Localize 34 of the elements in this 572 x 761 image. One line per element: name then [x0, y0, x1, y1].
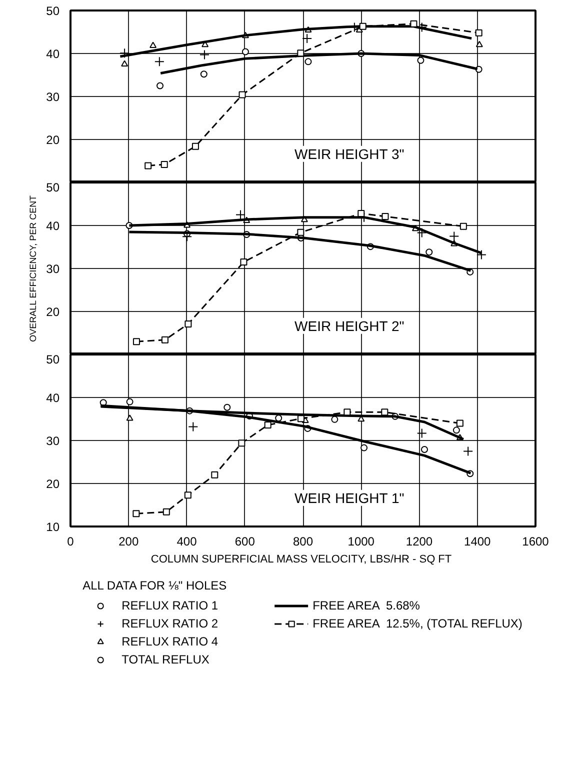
annotation: WEIR HEIGHT 2" [294, 318, 404, 334]
x-tick-label: 1000 [348, 534, 375, 548]
x-tick-label: 600 [234, 534, 256, 548]
legend-label: REFLUX RATIO 4 [122, 634, 220, 650]
y-tick-label: 10 [46, 520, 60, 534]
y-tick-label: 20 [46, 477, 60, 491]
x-tick-label: 1600 [522, 534, 550, 548]
y-tick-label: 30 [46, 262, 60, 276]
y-tick-label: 40 [46, 219, 60, 233]
legend-label: REFLUX RATIO 1 [122, 598, 220, 614]
x-axis-title: COLUMN SUPERFICIAL MASS VELOCITY, LBS/HR - SQ FT [150, 554, 452, 566]
y-tick-label: 50 [46, 352, 60, 366]
annotation: WEIR HEIGHT 1" [294, 490, 404, 506]
y-tick-label: 30 [46, 434, 60, 448]
x-tick-label: 800 [292, 534, 314, 548]
legend-label: REFLUX RATIO 2 [122, 616, 220, 632]
y-tick-label: 50 [46, 4, 60, 18]
x-tick-label: 400 [176, 534, 198, 548]
legend-label: FREE AREA 5.68% [312, 598, 421, 614]
y-tick-label: 40 [46, 47, 60, 61]
legend-title: ALL DATA FOR ⅛" HOLES [82, 578, 228, 592]
y-tick-label: 40 [46, 391, 60, 405]
x-tick-label: 0 [67, 534, 74, 548]
x-tick-label: 200 [118, 534, 139, 548]
y-tick-label: 30 [46, 90, 60, 104]
legend-label: TOTAL REFLUX [122, 652, 210, 668]
annotation: WEIR HEIGHT 3" [294, 146, 404, 162]
y-tick-label: 20 [46, 133, 60, 147]
legend-label: FREE AREA 12.5%, (TOTAL REFLUX) [312, 616, 522, 632]
x-tick-label: 1400 [464, 534, 492, 548]
y-axis-title: OVERALL EFFICIENCY, PER CENT [28, 194, 38, 342]
y-tick-label: 20 [46, 305, 60, 319]
y-tick-label: 50 [46, 180, 60, 194]
x-tick-label: 1200 [406, 534, 433, 548]
